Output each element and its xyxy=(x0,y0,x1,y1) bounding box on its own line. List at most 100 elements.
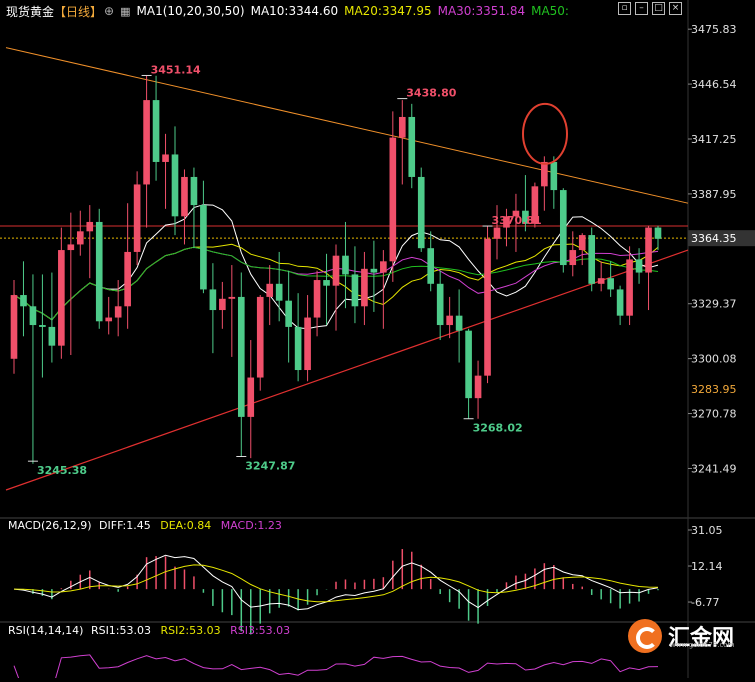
price-tick-label: 3446.54 xyxy=(691,78,737,91)
candle xyxy=(228,265,236,357)
candle-body xyxy=(20,295,27,307)
candle-body xyxy=(95,221,103,322)
candle-body xyxy=(256,296,264,378)
candle-body xyxy=(294,326,302,371)
candle-body xyxy=(578,235,586,251)
minimize-icon[interactable]: – xyxy=(635,2,648,15)
candle-body xyxy=(76,231,84,245)
candle-body xyxy=(67,244,75,251)
candle xyxy=(578,233,586,266)
candle xyxy=(190,167,198,249)
candle xyxy=(380,250,387,329)
ma50-value: MA50: xyxy=(531,4,569,18)
candle-body xyxy=(285,300,292,327)
price-tick-label: 3417.25 xyxy=(691,133,737,146)
candle-body xyxy=(645,227,652,273)
candle-body xyxy=(474,375,482,399)
ma30-value: MA30:3351.84 xyxy=(437,4,526,18)
candle xyxy=(304,295,311,382)
candle-body xyxy=(398,116,406,138)
highlight-circle xyxy=(522,102,568,165)
candle xyxy=(522,175,529,232)
candle-body xyxy=(171,154,179,217)
price-tick-label: 3387.95 xyxy=(691,188,737,201)
candle xyxy=(361,251,368,326)
restore-icon[interactable]: ▫ xyxy=(618,2,631,15)
logo-url: www.gold678.com xyxy=(670,641,735,649)
candle-body xyxy=(152,100,160,162)
candle-body xyxy=(228,296,236,299)
candle xyxy=(408,103,416,189)
candle xyxy=(332,244,340,331)
candle-body xyxy=(114,306,122,318)
window-tools: ▫ – □ × xyxy=(618,2,682,15)
logo-text: 汇金网 xyxy=(668,626,735,651)
candle-body xyxy=(200,205,207,290)
add-indicator-icon[interactable]: ⊕ xyxy=(104,4,115,18)
candle xyxy=(143,75,150,228)
candle xyxy=(351,246,359,324)
candle-body xyxy=(531,186,539,224)
candle-body xyxy=(247,377,255,417)
candle-body xyxy=(626,259,633,316)
candle-body xyxy=(408,116,416,177)
annotation-label: 3245.38 xyxy=(37,464,87,477)
candle-body xyxy=(380,261,387,273)
candle-body xyxy=(237,296,245,417)
candle-body xyxy=(209,289,217,311)
macd-dea: DEA:0.84 xyxy=(160,519,212,532)
candle-body xyxy=(503,216,510,228)
candle xyxy=(493,205,501,260)
macd-tick-label: 12.14 xyxy=(691,560,723,573)
candle xyxy=(503,208,510,247)
macd-diff: DIFF:1.45 xyxy=(99,519,151,532)
candle-body xyxy=(29,306,37,326)
candle xyxy=(124,203,131,329)
candle-body xyxy=(342,255,349,275)
candle-body xyxy=(484,238,491,376)
candle-body xyxy=(332,255,340,286)
maximize-icon[interactable]: □ xyxy=(652,2,665,15)
candle xyxy=(541,156,548,211)
candle-body xyxy=(86,221,94,232)
period-label[interactable]: 【日线】 xyxy=(54,4,103,19)
candle xyxy=(465,328,472,419)
ma20-value: MA20:3347.95 xyxy=(344,4,432,18)
instrument-title[interactable]: 现货黄金 xyxy=(6,4,55,19)
candle xyxy=(67,212,75,356)
candle xyxy=(645,225,652,311)
candle xyxy=(342,221,349,309)
candle xyxy=(200,180,207,294)
candle xyxy=(237,272,245,457)
candle xyxy=(171,126,179,236)
candle-body xyxy=(361,268,368,307)
candle-body xyxy=(522,210,529,224)
candle xyxy=(86,205,94,279)
candle xyxy=(133,171,141,266)
candle-body xyxy=(607,278,614,290)
candle xyxy=(446,296,453,339)
ma-label: MA1(10,20,30,50) xyxy=(136,4,245,18)
candle xyxy=(209,263,217,354)
macd-value: MACD:1.23 xyxy=(220,519,282,532)
close-icon[interactable]: × xyxy=(669,2,682,15)
price-tick-label: 3241.49 xyxy=(691,462,737,475)
candle xyxy=(398,100,406,185)
candle-body xyxy=(10,295,18,359)
rsi1-value: RSI1:53.03 xyxy=(90,624,152,637)
candle xyxy=(48,272,56,363)
macd-label: MACD(26,12,9) xyxy=(8,519,92,532)
candle xyxy=(256,295,264,391)
ma-settings-icon[interactable]: ▦ xyxy=(120,4,131,18)
candle-body xyxy=(436,283,444,326)
rsi-label: RSI(14,14,14) xyxy=(8,624,84,637)
candle xyxy=(105,296,113,335)
candle xyxy=(474,360,482,419)
candle-body xyxy=(190,176,198,206)
candle-body xyxy=(455,315,463,331)
candle xyxy=(484,225,491,384)
candle xyxy=(162,133,169,209)
site-logo: 汇金网 xyxy=(628,619,734,653)
candle xyxy=(95,208,103,329)
